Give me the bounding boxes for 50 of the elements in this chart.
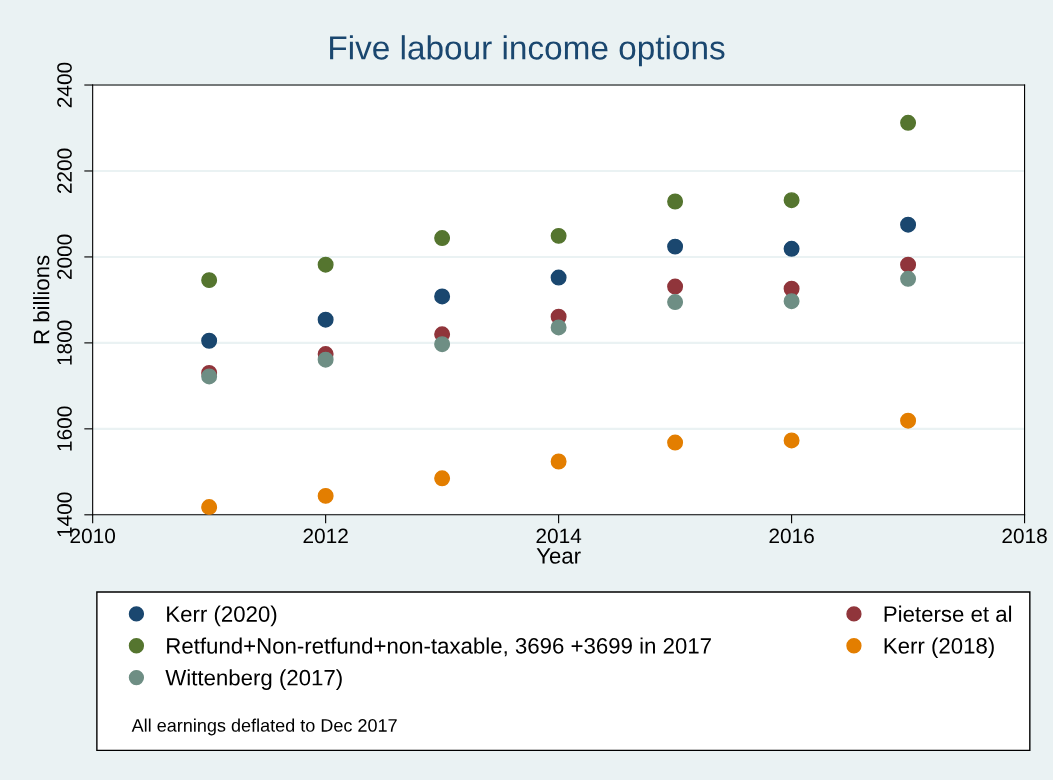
legend-label: Kerr (2020) [167, 605, 277, 627]
point [201, 368, 218, 385]
point [667, 434, 684, 451]
point [317, 351, 334, 368]
point [667, 294, 684, 311]
x-tick-label: 2014 [536, 528, 582, 544]
x-tick-label: 2016 [769, 528, 814, 544]
chart-title: Five labour income options [330, 35, 725, 67]
y-tick-label: 1400 [57, 492, 72, 537]
text: All earnings deflated to Dec 2017 [131, 718, 397, 736]
point [783, 192, 800, 209]
legend-label: Pieterse et al [884, 605, 1012, 622]
x-tick-label: 2012 [303, 528, 348, 544]
point [667, 193, 684, 210]
point [550, 319, 567, 336]
point [550, 269, 567, 286]
point [434, 470, 451, 487]
legend-label: Retfund+Non-retfund+non-taxable, 3696 +3699 in 2017 [167, 637, 711, 657]
point [783, 432, 800, 449]
point [783, 293, 800, 310]
point [783, 240, 800, 257]
y-axis-title: R billions [33, 255, 50, 344]
y-tick-label: 1600 [57, 406, 72, 451]
point [550, 227, 567, 244]
point [900, 270, 917, 287]
y-tick-label: 2200 [57, 148, 72, 194]
point [900, 216, 917, 233]
point [201, 272, 218, 289]
point [667, 278, 684, 295]
point [900, 114, 917, 131]
legend-label: Wittenberg (2017) [165, 669, 342, 690]
y-tick-label: 1800 [57, 320, 72, 365]
point [900, 412, 917, 429]
point [317, 256, 334, 273]
x-tick-label: 2010 [70, 528, 116, 544]
point [434, 336, 451, 353]
point [434, 230, 451, 247]
x-tick-label: 2018 [1002, 528, 1047, 544]
point [201, 499, 218, 515]
point [667, 238, 684, 255]
point [434, 288, 451, 305]
point [550, 453, 567, 470]
x-axis-title: Year [536, 548, 581, 564]
legend-label: Kerr (2018) [884, 637, 994, 659]
y-tick-label: 2400 [57, 62, 72, 108]
point [317, 487, 334, 504]
point [317, 311, 334, 328]
y-tick-label: 2000 [57, 234, 72, 280]
point [201, 332, 218, 349]
point [900, 256, 917, 273]
